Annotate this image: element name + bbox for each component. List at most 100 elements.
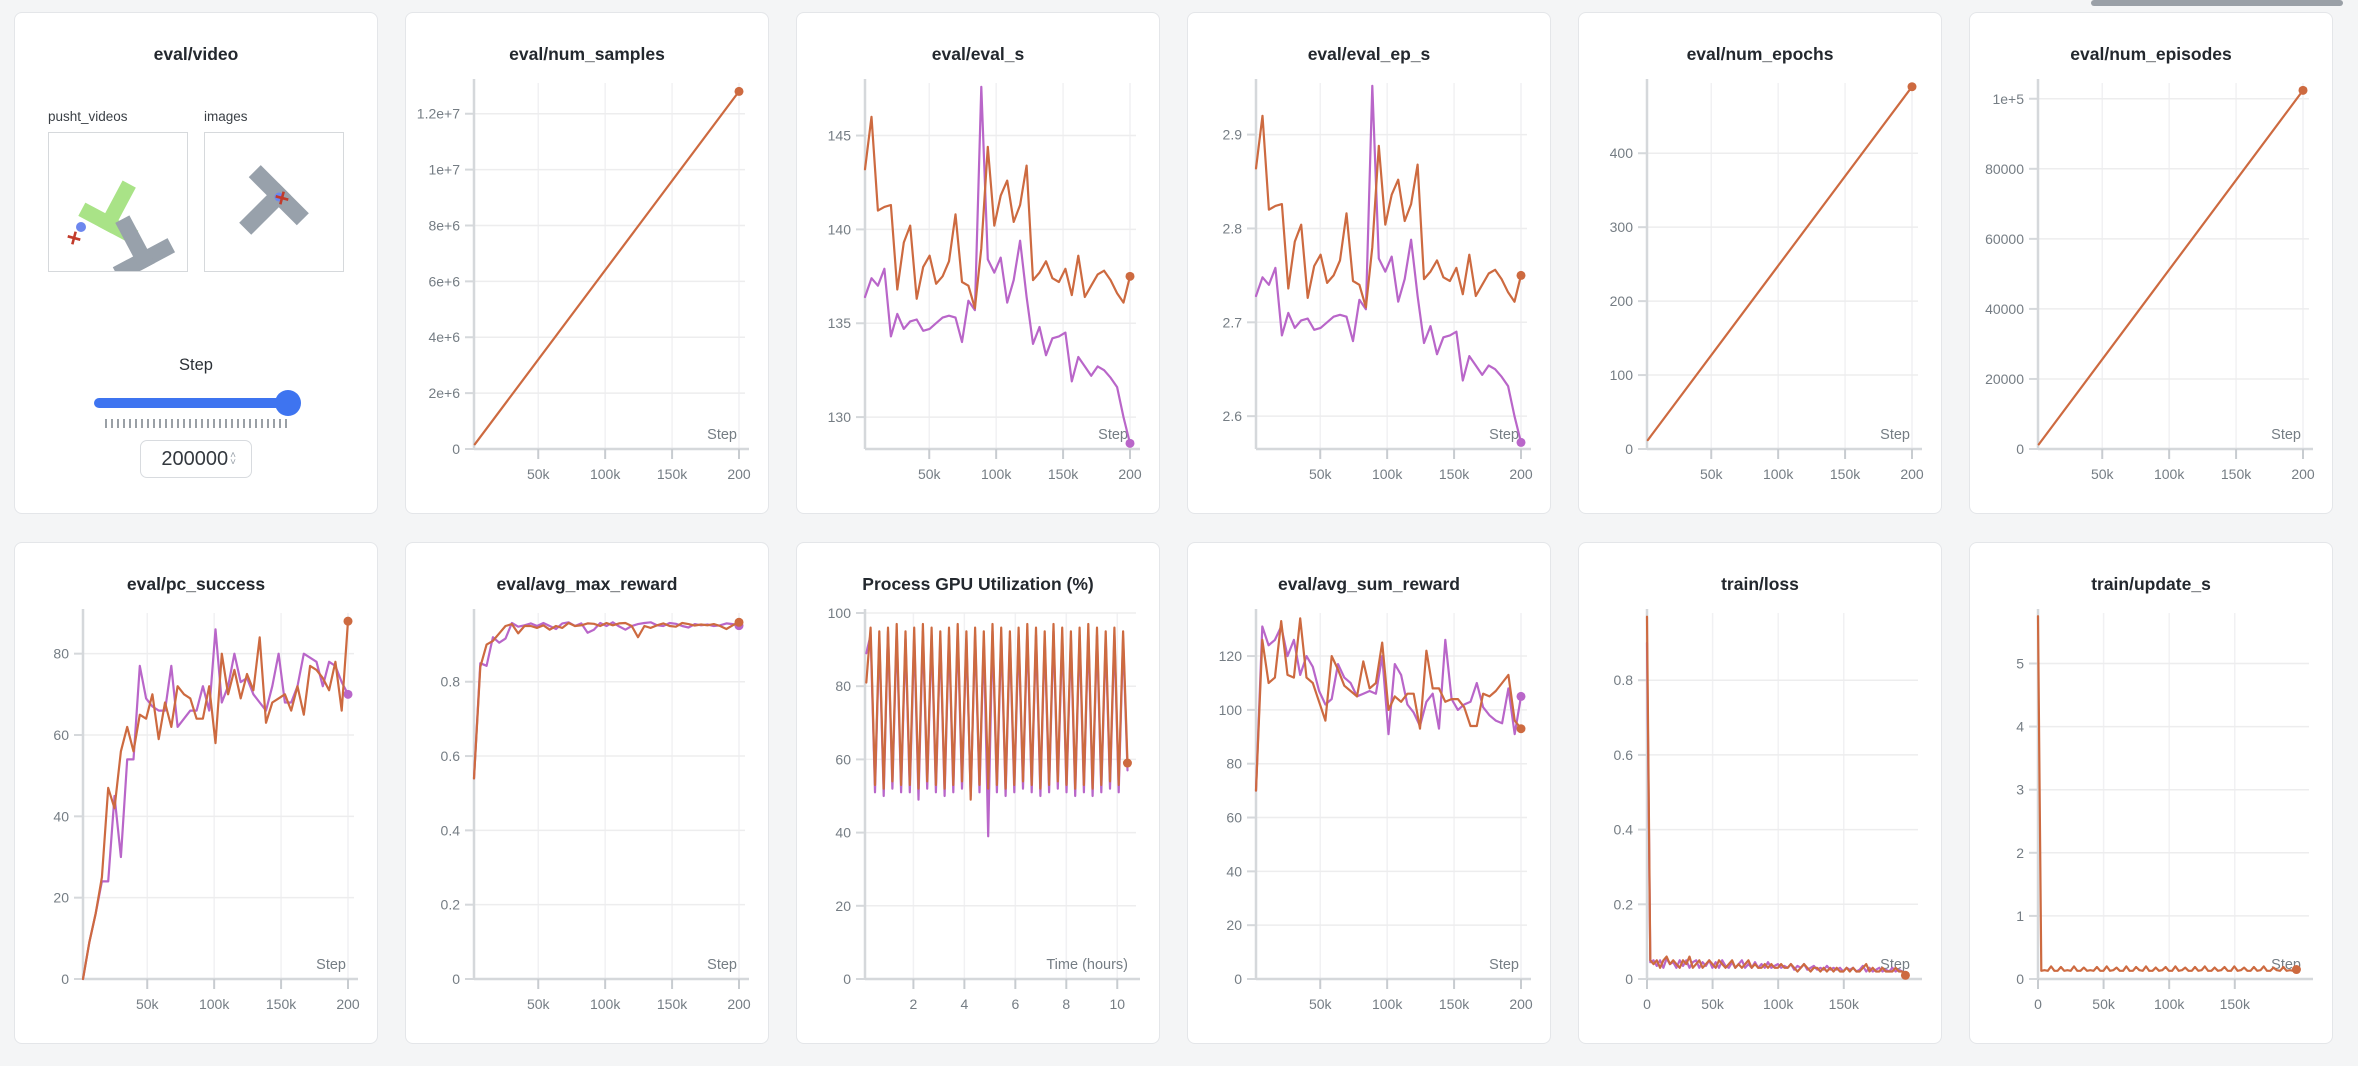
svg-text:60000: 60000: [1985, 231, 2024, 247]
panel-eval-num_episodes: eval/num_episodes 50k 100k 150k 200 0 20000 400…: [1969, 12, 2333, 514]
svg-text:4: 4: [2016, 719, 2024, 735]
chart-train-loss[interactable]: 0 50k 100k 150k 0 0.2 0.4 0.6 0.8 Step: [1590, 599, 1930, 1041]
chart-eval-num_samples[interactable]: 50k 100k 150k 200 0 2e+6 4e+6 6e+6 8e+6 1e+7 1.2e+…: [417, 69, 757, 511]
panel-eval-num_samples: eval/num_samples 50k 100k 150k 200 0 2e+6 4e+6 6…: [405, 12, 769, 514]
svg-text:Step: Step: [1489, 957, 1519, 973]
svg-text:0: 0: [452, 971, 460, 987]
svg-text:50k: 50k: [2091, 466, 2115, 482]
t-shape-gray: [112, 215, 176, 282]
svg-text:200: 200: [1118, 466, 1142, 482]
pusht-env-image: [67, 180, 176, 282]
svg-text:135: 135: [828, 315, 852, 331]
chart-eval-avg_sum_reward[interactable]: 50k 100k 150k 200 0 20 40 60 80 100 120 Step: [1199, 599, 1539, 1041]
chart-eval-avg_max_reward[interactable]: 50k 100k 150k 200 0 0.2 0.4 0.6 0.8 Step: [417, 599, 757, 1041]
chart-title: eval/num_samples: [509, 44, 665, 64]
svg-text:50k: 50k: [1309, 466, 1333, 482]
svg-text:1e+5: 1e+5: [1992, 91, 2024, 107]
svg-text:150k: 150k: [2220, 996, 2251, 1012]
chart-title: eval/pc_success: [126, 574, 266, 594]
chart-title: eval/num_epochs: [1686, 44, 1834, 64]
series-end-dot-orange: [2291, 965, 2301, 975]
svg-text:0: 0: [2016, 971, 2024, 987]
media-item-pusht-videos[interactable]: pusht_videos: [48, 109, 188, 282]
svg-text:40: 40: [53, 808, 69, 824]
panel-eval-avg_sum_reward: eval/avg_sum_reward 50k 100k 150k 200 0 20 40 60…: [1187, 542, 1551, 1044]
series-orange: [1645, 615, 1907, 977]
svg-text:Time (hours): Time (hours): [1046, 957, 1128, 973]
series-orange: [1254, 617, 1523, 792]
images-thumbnail[interactable]: [204, 132, 344, 272]
svg-text:0: 0: [1234, 971, 1242, 987]
series-end-dot-orange: [1516, 270, 1526, 280]
t-shape-gray: [239, 165, 309, 235]
series-end-dot-orange: [1125, 271, 1135, 281]
step-down-icon[interactable]: ˅: [230, 457, 236, 468]
svg-text:200: 200: [1509, 466, 1533, 482]
chart-title: eval/eval_s: [931, 44, 1025, 64]
series-orange: [1646, 85, 1914, 442]
svg-text:20: 20: [835, 898, 851, 914]
chart-title: eval/eval_ep_s: [1307, 44, 1431, 64]
step-stepper[interactable]: ˄ ˅: [230, 450, 236, 468]
media-item-images[interactable]: images: [204, 109, 344, 272]
chart-eval-num_episodes[interactable]: 50k 100k 150k 200 0 20000 40000 60000 80000 1e+5 S…: [1981, 69, 2321, 511]
panel-eval-avg_max_reward: eval/avg_max_reward 50k 100k 150k 200 0 0.2 0.4…: [405, 542, 769, 1044]
svg-text:100k: 100k: [590, 466, 621, 482]
svg-text:5: 5: [2016, 655, 2024, 671]
series-orange: [863, 115, 1132, 310]
series-orange: [81, 620, 350, 981]
chart-title: eval/num_episodes: [2070, 44, 2232, 64]
step-up-icon[interactable]: ˄: [230, 450, 236, 461]
series-end-dot-orange: [1907, 82, 1917, 92]
step-label: Step: [179, 356, 213, 374]
svg-text:60: 60: [1226, 810, 1242, 826]
svg-text:50k: 50k: [136, 996, 160, 1012]
svg-text:80: 80: [835, 678, 851, 694]
svg-text:Step: Step: [2271, 427, 2301, 443]
series-end-dot-purple: [1125, 438, 1135, 448]
panel-eval-eval_ep_s: eval/eval_ep_s 50k 100k 150k 200 2.6 2.7 2.8 2.9…: [1187, 12, 1551, 514]
svg-text:80: 80: [1226, 756, 1242, 772]
step-input-box[interactable]: ˄ ˅: [140, 440, 252, 478]
svg-text:Step: Step: [1489, 427, 1519, 443]
svg-text:6: 6: [1011, 996, 1019, 1012]
series-end-dot-orange: [343, 616, 353, 626]
svg-text:50k: 50k: [1700, 466, 1724, 482]
svg-text:100k: 100k: [1372, 466, 1403, 482]
chart-eval-pc_success[interactable]: 50k 100k 150k 200 0 20 40 60 80 Step: [26, 599, 366, 1041]
svg-text:0: 0: [61, 971, 69, 987]
series-end-dot-orange: [2298, 85, 2308, 95]
pusht-video-thumbnail[interactable]: [48, 132, 188, 282]
series-purple: [863, 85, 1132, 445]
series-purple: [472, 621, 741, 780]
svg-text:1e+7: 1e+7: [428, 162, 460, 178]
chart-eval-eval_ep_s[interactable]: 50k 100k 150k 200 2.6 2.7 2.8 2.9 Step: [1199, 69, 1539, 511]
step-input[interactable]: [156, 447, 229, 471]
svg-text:0: 0: [2016, 441, 2024, 457]
svg-text:2: 2: [2016, 845, 2024, 861]
series-end-dot-purple: [1516, 437, 1526, 447]
svg-text:2: 2: [910, 996, 918, 1012]
svg-text:200: 200: [2291, 466, 2315, 482]
chart-eval-eval_s[interactable]: 50k 100k 150k 200 130 135 140 145 Step: [808, 69, 1148, 511]
svg-text:0: 0: [2034, 996, 2042, 1012]
horizontal-scrollbar-thumb[interactable]: [2091, 0, 2343, 6]
svg-text:50k: 50k: [1309, 996, 1333, 1012]
svg-text:0: 0: [1643, 996, 1651, 1012]
svg-text:100: 100: [828, 605, 852, 621]
svg-text:150k: 150k: [2221, 466, 2252, 482]
step-slider-track[interactable]: [94, 398, 298, 408]
step-slider[interactable]: [94, 390, 301, 416]
svg-text:50k: 50k: [1701, 996, 1725, 1012]
svg-text:200: 200: [727, 466, 751, 482]
chart-eval-num_epochs[interactable]: 50k 100k 150k 200 0 100 200 300 400 Step: [1590, 69, 1930, 511]
media-label: pusht_videos: [48, 109, 128, 124]
svg-text:150k: 150k: [1829, 996, 1860, 1012]
step-slider-thumb[interactable]: [275, 390, 301, 416]
svg-text:120: 120: [1219, 648, 1243, 664]
svg-text:20: 20: [1226, 917, 1242, 933]
svg-text:Step: Step: [1098, 427, 1128, 443]
series-orange: [865, 622, 1129, 801]
